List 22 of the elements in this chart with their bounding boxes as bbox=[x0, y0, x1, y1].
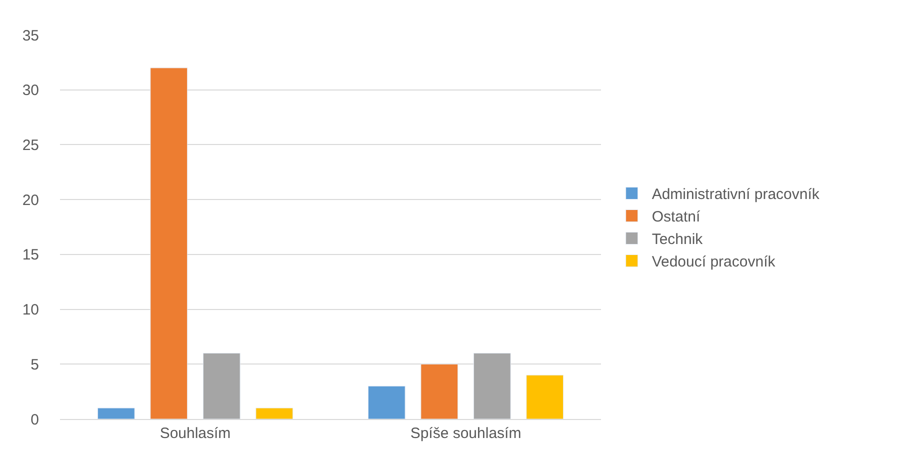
bar bbox=[256, 408, 294, 419]
bar bbox=[473, 352, 511, 419]
y-tick-label: 5 bbox=[30, 356, 39, 374]
bar bbox=[97, 408, 135, 419]
x-tick-label: Souhlasím bbox=[160, 425, 231, 442]
y-tick-label: 20 bbox=[22, 192, 39, 209]
bar bbox=[150, 68, 188, 419]
bar bbox=[526, 374, 564, 419]
x-tick-label: Spíše souhlasím bbox=[410, 425, 522, 442]
legend-label: Administrativní pracovník bbox=[652, 186, 820, 204]
y-tick-label: 0 bbox=[30, 411, 39, 428]
bar bbox=[202, 352, 240, 419]
y-tick-label: 30 bbox=[22, 82, 39, 100]
bar bbox=[420, 364, 458, 419]
bar bbox=[368, 386, 406, 419]
legend-label: Technik bbox=[652, 231, 704, 248]
y-tick-label: 15 bbox=[22, 246, 39, 264]
legend-label: Ostatní bbox=[652, 208, 702, 226]
legend-label: Vedoucí pracovník bbox=[652, 254, 776, 271]
y-tick-label: 35 bbox=[22, 27, 39, 44]
y-tick-label: 25 bbox=[22, 136, 39, 154]
y-tick-label: 10 bbox=[22, 302, 39, 319]
